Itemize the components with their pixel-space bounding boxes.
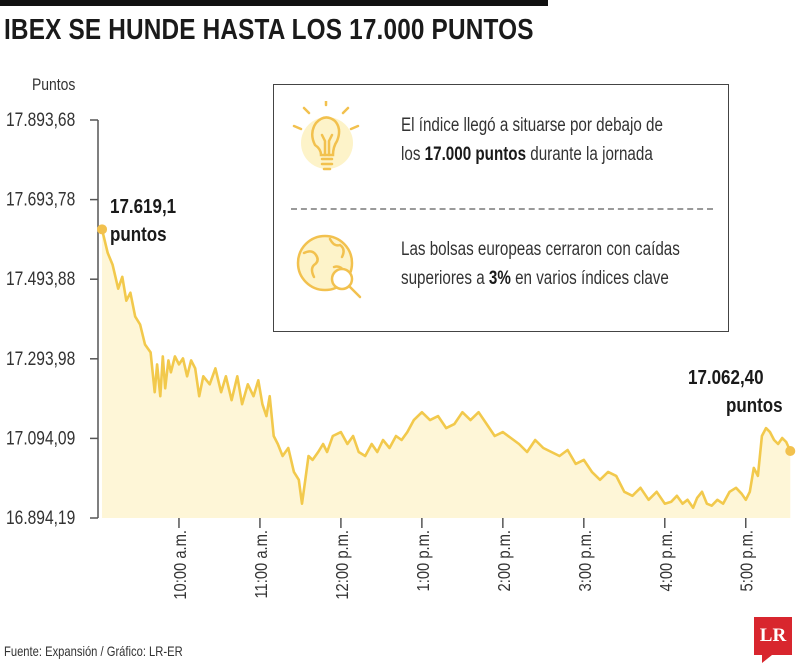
info-box: El índice llegó a situarse por debajo de… bbox=[273, 84, 729, 332]
y-tick-label: 16.894,19 bbox=[6, 507, 75, 529]
x-tick-label: 3:00 p.m. bbox=[576, 530, 596, 591]
header-rule bbox=[0, 0, 548, 6]
y-tick-label: 17.094,09 bbox=[6, 427, 75, 449]
x-tick-label: 11:00 a.m. bbox=[252, 530, 272, 599]
y-tick-label: 17.293,98 bbox=[6, 347, 75, 369]
y-tick-label: 17.893,68 bbox=[6, 109, 75, 131]
y-tick-label: 17.693,78 bbox=[6, 188, 75, 210]
x-tick-label: 1:00 p.m. bbox=[414, 530, 434, 591]
dashed-divider bbox=[291, 208, 713, 210]
x-tick-label: 2:00 p.m. bbox=[495, 530, 515, 591]
series-area bbox=[102, 229, 791, 519]
start-value-label: 17.619,1 bbox=[110, 195, 176, 218]
start-point-marker bbox=[97, 224, 108, 235]
lightbulb-icon bbox=[292, 101, 360, 171]
end-value-label: 17.062,40 bbox=[688, 366, 764, 389]
x-tick-label: 10:00 a.m. bbox=[171, 530, 191, 600]
lr-logo: LR bbox=[754, 617, 792, 663]
page-title: IBEX SE HUNDE HASTA LOS 17.000 PUNTOS bbox=[4, 14, 534, 46]
x-tick-label: 5:00 p.m. bbox=[737, 530, 757, 591]
info-text-1: El índice llegó a situarse por debajo de… bbox=[401, 115, 663, 165]
start-unit-label: puntos bbox=[110, 223, 167, 246]
source-note: Fuente: Expansión / Gráfico: LR-ER bbox=[4, 643, 183, 659]
info-text-2: Las bolsas europeas cerraron con caídas … bbox=[401, 239, 680, 289]
end-point-marker bbox=[785, 446, 796, 457]
globe-magnifier-icon bbox=[296, 234, 362, 299]
y-axis-title: Puntos bbox=[32, 76, 76, 95]
series-line bbox=[100, 228, 792, 509]
x-tick-label: 4:00 p.m. bbox=[656, 530, 676, 591]
x-tick-label: 12:00 p.m. bbox=[333, 530, 353, 600]
y-tick-label: 17.493,88 bbox=[6, 268, 75, 290]
end-unit-label: puntos bbox=[726, 394, 783, 417]
